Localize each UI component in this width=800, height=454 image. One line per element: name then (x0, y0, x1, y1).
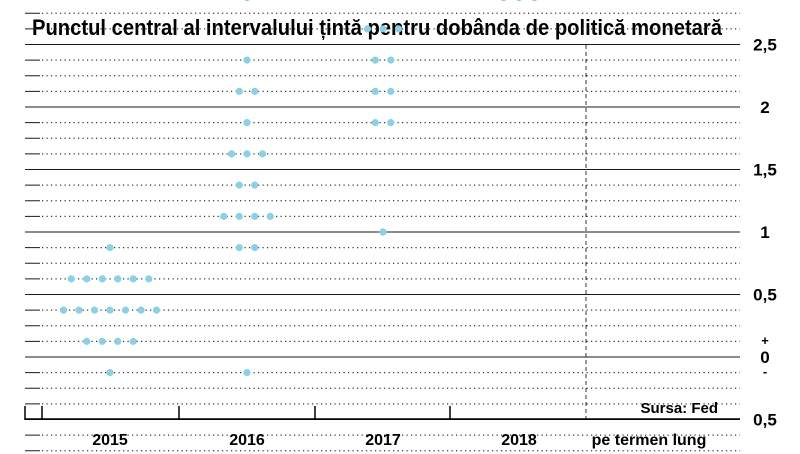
data-point (394, 25, 403, 33)
data-point (251, 87, 259, 95)
data-point (516, 0, 522, 2)
data-point (387, 56, 395, 64)
sign-minus-label: - (763, 364, 767, 379)
data-point (106, 306, 114, 314)
x-category-label: 2017 (365, 432, 401, 449)
data-point (129, 275, 137, 283)
data-point (371, 87, 379, 95)
data-point (243, 369, 251, 377)
data-point (90, 306, 99, 314)
data-point (137, 306, 145, 314)
data-point (67, 275, 75, 283)
data-point (106, 369, 114, 377)
data-point (363, 25, 372, 33)
sign-plus-label: + (761, 333, 769, 348)
y-tick-label: 0,5 (753, 411, 777, 430)
x-category-label: pe termen lung (592, 432, 707, 449)
data-point (243, 150, 251, 158)
y-axis-labels: 54,543,532,521,510,500,5 (753, 36, 777, 430)
dot-layer (59, 0, 538, 377)
data-point (98, 275, 106, 283)
data-point (371, 119, 379, 127)
data-point (83, 337, 91, 345)
x-category-label: 2016 (229, 432, 265, 449)
data-point (129, 337, 137, 345)
data-point (371, 56, 379, 64)
grid-lines (25, 12, 740, 452)
data-point (83, 275, 91, 283)
data-point (106, 244, 114, 252)
data-point (235, 181, 243, 189)
data-point (251, 181, 259, 189)
data-point (243, 119, 251, 127)
y-tick-label: 0,5 (753, 286, 777, 305)
data-point (244, 0, 250, 2)
data-point (152, 306, 161, 314)
chart-title: Punctul central al intervalului țintă pe… (32, 15, 723, 40)
data-point (114, 275, 122, 283)
data-point (227, 150, 236, 158)
y-tick-label: 1,5 (753, 161, 777, 180)
y-tick-label: 2 (760, 98, 769, 117)
data-point (145, 275, 153, 283)
data-point (235, 244, 243, 252)
data-point (387, 119, 395, 127)
source-label: Sursa: Fed (640, 400, 718, 417)
x-category-label: 2018 (501, 432, 537, 449)
data-point (235, 212, 243, 220)
x-axis-labels: 2015 2016 2017 2018 pe termen lung (92, 432, 706, 449)
data-point (59, 306, 68, 314)
data-point (235, 87, 243, 95)
data-point (75, 306, 83, 314)
data-point (114, 337, 122, 345)
data-point (266, 212, 274, 220)
x-category-label: 2015 (92, 432, 128, 449)
data-point (243, 56, 251, 64)
data-point (121, 306, 130, 314)
y-tick-label: 2,5 (753, 36, 777, 55)
data-point (379, 228, 387, 236)
y-tick-label: 0 (760, 348, 769, 367)
x-axis-ticks (24, 406, 451, 420)
data-point (379, 25, 387, 33)
data-point (258, 150, 267, 158)
y-tick-label: 1 (760, 223, 769, 242)
data-point (387, 87, 395, 95)
data-point (220, 212, 228, 220)
data-point (251, 212, 259, 220)
data-point (251, 244, 259, 252)
data-point (500, 0, 507, 2)
data-point (98, 337, 106, 345)
data-point (531, 0, 538, 2)
